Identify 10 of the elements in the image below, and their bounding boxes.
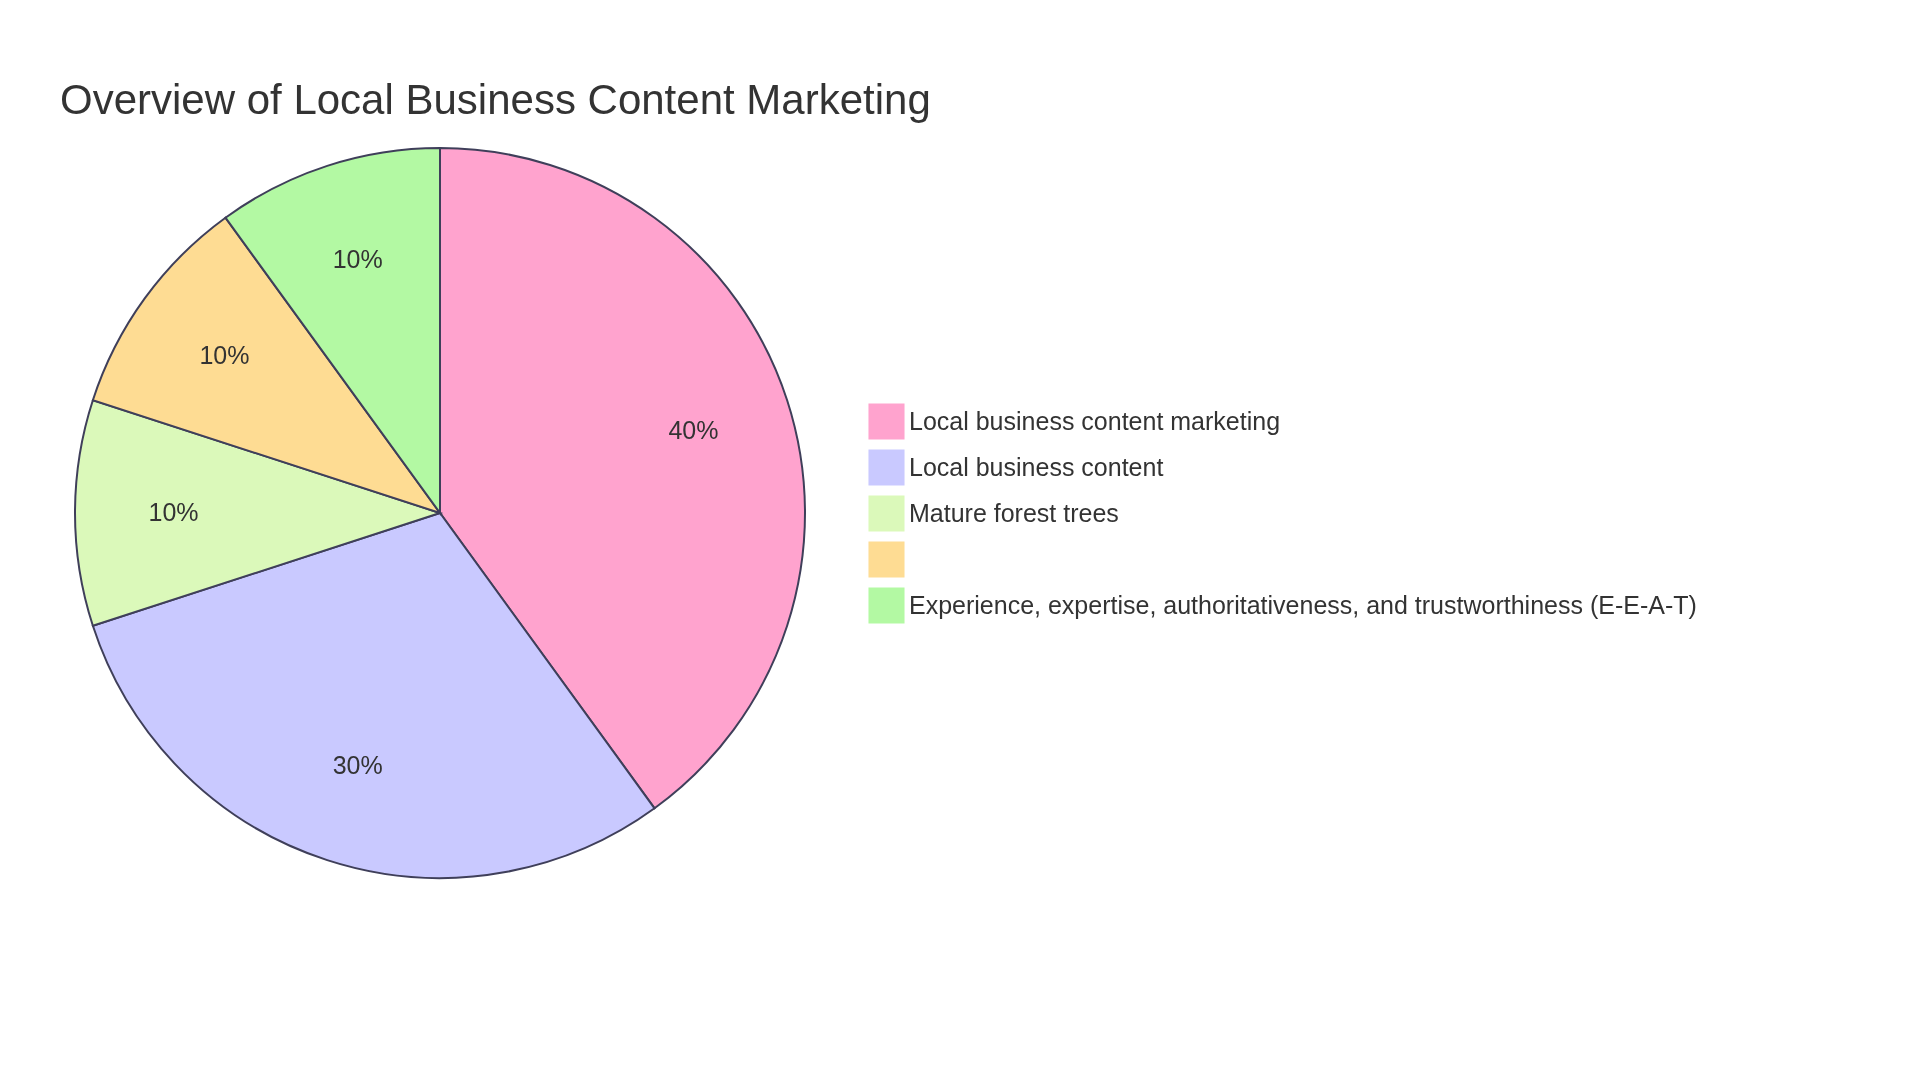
legend-label: Local business content marketing [909, 406, 1281, 435]
legend-label: Local business content [909, 452, 1164, 481]
legend-label: Experience, expertise, authoritativeness, and trustworthiness (E-E-A-T) [909, 590, 1697, 619]
chart-title: Overview of Local Business Content Marketing [60, 76, 931, 123]
data-label: 10% [332, 244, 383, 273]
data-label: 40% [668, 415, 719, 444]
data-label: 10% [148, 498, 199, 526]
data-label: 30% [332, 751, 383, 780]
data-label: 10% [199, 341, 250, 370]
legend-label: Mature forest trees [909, 498, 1119, 527]
